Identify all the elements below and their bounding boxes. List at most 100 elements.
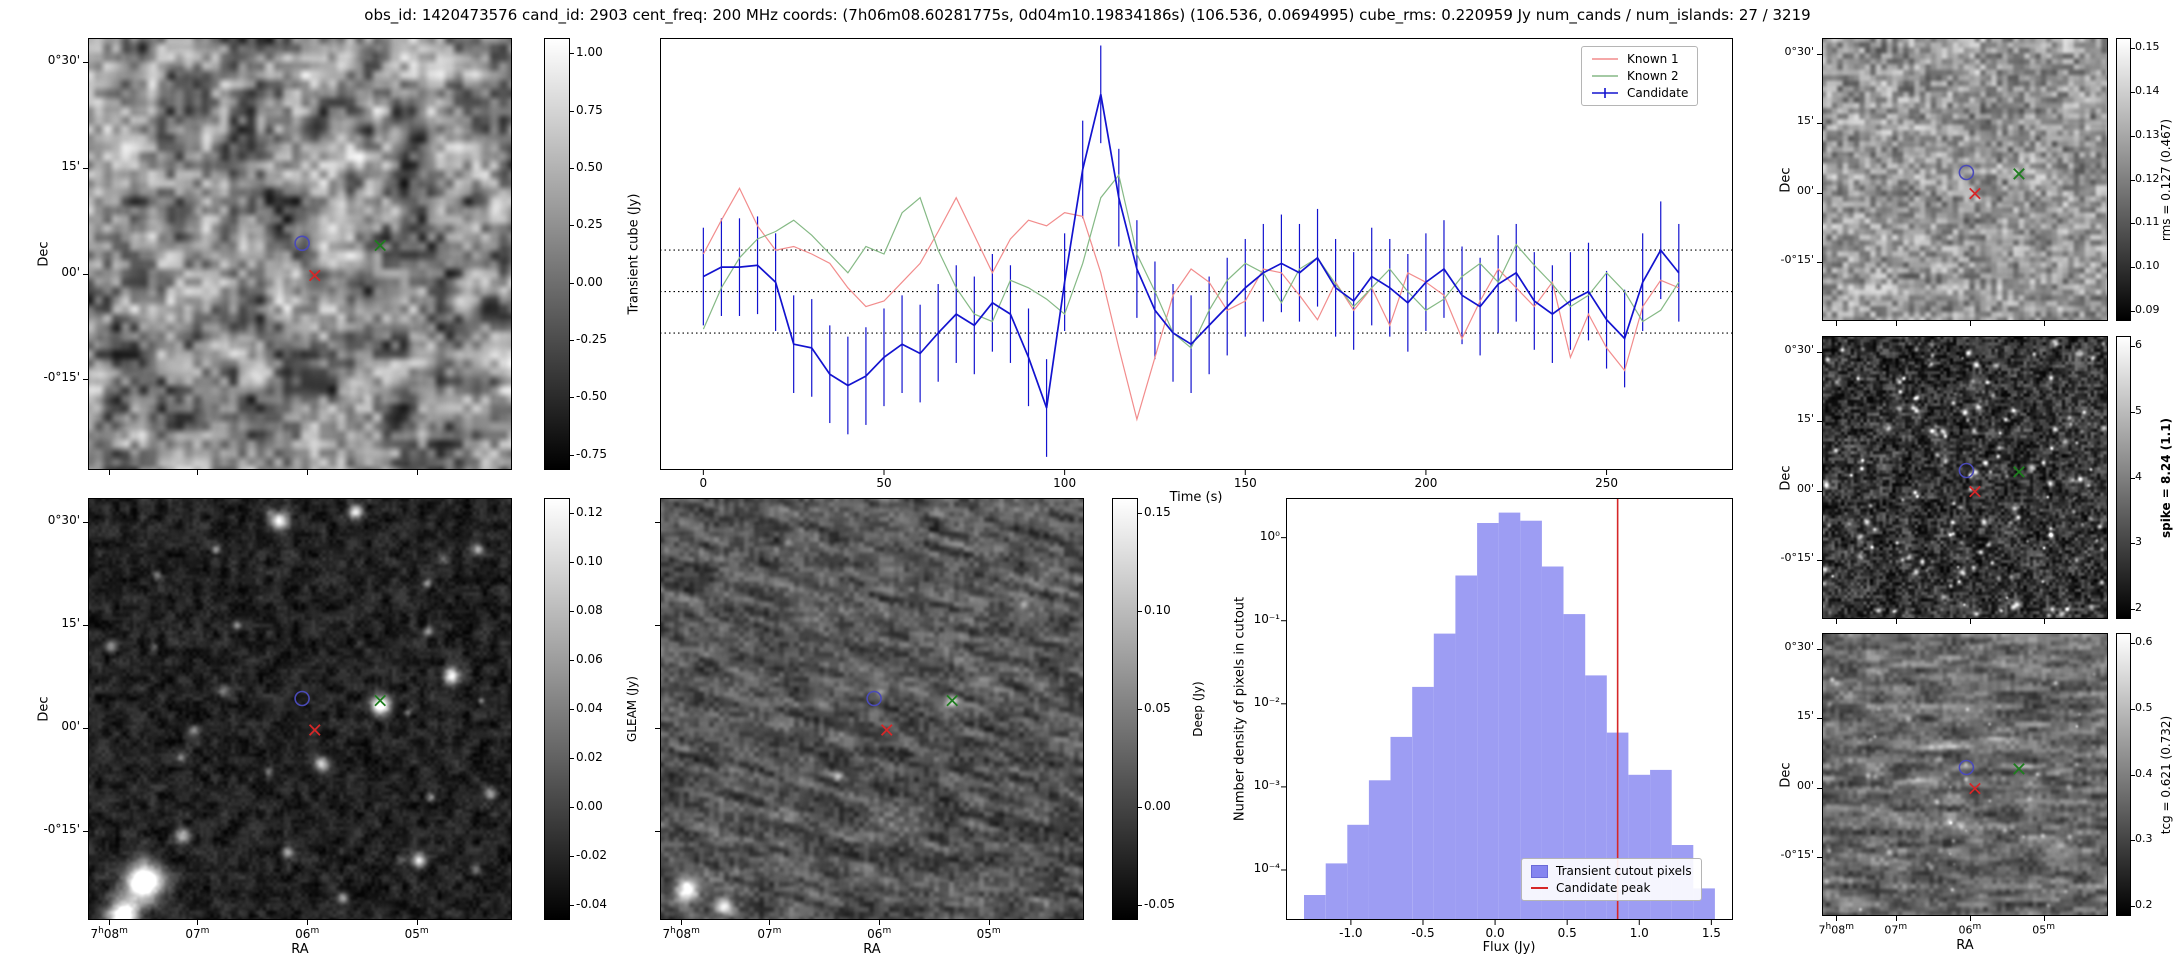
histogram-bar: [1368, 780, 1391, 919]
ra-tick-label: 07m: [757, 926, 782, 941]
histogram-svg: [1281, 498, 1733, 925]
histogram-legend: Transient cutout pixels Candidate peak: [1521, 858, 1702, 901]
ra-tick-mark: [681, 920, 683, 925]
ra-tick-mark: [879, 920, 881, 925]
ra-tick-mark: [109, 920, 111, 925]
ra-tick-mark: [1836, 619, 1838, 624]
ra-tick-label: 05m: [404, 926, 429, 941]
dec-tick-label: 00': [1796, 778, 1814, 792]
colorbar-tick-label: 0.02: [576, 750, 603, 765]
dec-tick-mark: [83, 521, 88, 523]
dec-tick-label: 00': [61, 719, 80, 734]
colorbar-tick-label: -0.04: [576, 897, 608, 912]
colorbar-tick-label: 0.25: [576, 217, 603, 232]
known2-marker-icon: [374, 239, 387, 252]
dec-tick-mark: [1817, 420, 1822, 422]
colorbar-tick-label: 0.13: [2135, 127, 2160, 141]
colorbar-tick-mark: [570, 397, 574, 399]
known1-marker-icon: [1969, 782, 1981, 795]
x-tick-label: 50: [876, 476, 892, 490]
colorbar-tick-label: 6: [2135, 337, 2142, 351]
colorbar-tick-mark: [570, 110, 574, 112]
legend-label: Candidate peak: [1556, 881, 1651, 895]
colorbar-tick-label: 0.5: [2135, 700, 2153, 714]
colorbar-tick-mark: [2131, 411, 2135, 413]
histogram-patch-icon: [1531, 864, 1548, 878]
ra-tick-mark: [109, 470, 111, 475]
x-tick-label: 150: [1233, 476, 1257, 490]
x-tick-label: 200: [1414, 476, 1438, 490]
colorbar-tick-mark: [2131, 91, 2135, 93]
spike-panel: [1822, 336, 2108, 619]
ra-tick-mark: [1969, 619, 1971, 624]
gleam-colorbar-label: GLEAM (Jy): [625, 676, 639, 742]
colorbar-tick-label: 3: [2135, 535, 2142, 549]
ra-tick-mark: [1969, 321, 1971, 326]
colorbar-tick-mark: [570, 856, 574, 858]
ra-tick-mark: [1969, 916, 1971, 921]
dec-tick-mark: [83, 379, 88, 381]
colorbar-tick-mark: [2131, 609, 2135, 611]
known2-marker-icon: [2013, 763, 2025, 775]
colorbar-tick-mark: [570, 758, 574, 760]
gleam-colorbar: [544, 498, 570, 920]
legend-label: Candidate: [1627, 86, 1689, 100]
dec-tick-label: 0°30': [47, 53, 80, 68]
dec-tick-mark: [1817, 261, 1822, 263]
dec-tick-label: 0°30': [1784, 44, 1814, 58]
colorbar-tick-label: 0.05: [1144, 701, 1171, 715]
ra-tick-mark: [1836, 321, 1838, 326]
dec-tick-mark: [1817, 787, 1822, 789]
histogram-bar: [1412, 686, 1434, 919]
ra-tick-label: 7h08m: [662, 926, 700, 941]
dec-tick-mark: [83, 831, 88, 833]
gleam-image: [89, 499, 511, 919]
ra-tick-mark: [197, 470, 199, 475]
ra-tick-label: 05m: [2032, 922, 2056, 937]
dec-tick-mark: [1817, 122, 1822, 124]
dec-tick-label: 15': [1796, 113, 1814, 127]
dec-tick-label: 15': [61, 158, 80, 173]
colorbar-tick-label: 0.04: [576, 701, 603, 715]
spike-colorbar: [2116, 336, 2131, 619]
histogram-bar: [1304, 895, 1326, 919]
dec-tick-label: 0°30': [1784, 639, 1814, 653]
dec-tick-mark: [1817, 351, 1822, 353]
ra-tick-label: 7h08m: [90, 926, 128, 941]
rms-colorbar: [2116, 38, 2131, 321]
candidate-peak-icon: [1531, 887, 1548, 889]
histogram-bar: [1520, 520, 1542, 919]
lightcurve-plot: [660, 38, 1733, 475]
ra-tick-mark: [988, 920, 990, 925]
colorbar-tick-label: 5: [2135, 403, 2142, 417]
histogram-bar: [1390, 736, 1413, 919]
colorbar-tick-label: 0.14: [2135, 83, 2160, 97]
gleam-markers: [294, 690, 387, 736]
colorbar-tick-mark: [2131, 906, 2135, 908]
x-tick-label: 100: [1053, 476, 1077, 490]
lightcurve-x-label: Time (s): [1169, 490, 1223, 505]
dec-tick-mark: [655, 728, 660, 730]
tcg-panel: [1822, 633, 2108, 916]
deep-colorbar: [1112, 498, 1138, 920]
candidate-marker-icon: [294, 690, 310, 707]
ra-axis-label: RA: [1956, 938, 1974, 953]
ra-tick-label: 06m: [867, 926, 892, 941]
dec-axis-label: Dec: [1778, 166, 1794, 193]
dec-tick-mark: [1817, 717, 1822, 719]
dec-tick-label: -0°15': [43, 822, 80, 837]
colorbar-tick-mark: [570, 610, 574, 612]
dec-tick-mark: [655, 624, 660, 626]
colorbar-tick-mark: [2131, 345, 2135, 347]
colorbar-tick-label: -0.25: [576, 332, 608, 347]
gleam-panel: [88, 498, 512, 920]
histogram-bar: [1563, 614, 1586, 919]
dec-tick-mark: [1817, 559, 1822, 561]
ra-axis-label: RA: [291, 942, 309, 957]
dec-axis-label: Dec: [1778, 761, 1794, 788]
histogram-plot: [1281, 498, 1733, 925]
ra-tick-label: 07m: [185, 926, 210, 941]
candidate-legend-icon: [1592, 88, 1618, 98]
lightcurve-frame: [660, 38, 1733, 470]
